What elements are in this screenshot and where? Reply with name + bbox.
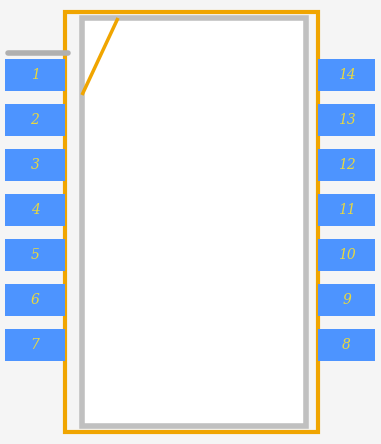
Bar	[318, 59, 375, 91]
Bar	[318, 104, 375, 136]
Bar	[318, 194, 375, 226]
Bar	[318, 284, 375, 316]
Bar	[5, 194, 65, 226]
Bar	[5, 104, 65, 136]
Text: 7: 7	[30, 338, 40, 352]
Bar	[5, 59, 65, 91]
Bar	[5, 239, 65, 271]
Text: 12: 12	[338, 158, 355, 172]
Text: 6: 6	[30, 293, 40, 307]
Text: 10: 10	[338, 248, 355, 262]
Bar	[5, 329, 65, 361]
Text: 9: 9	[342, 293, 351, 307]
Bar	[5, 149, 65, 181]
Text: 14: 14	[338, 68, 355, 82]
Text: 13: 13	[338, 113, 355, 127]
Bar	[5, 284, 65, 316]
Text: 2: 2	[30, 113, 40, 127]
Text: 3: 3	[30, 158, 40, 172]
Text: 8: 8	[342, 338, 351, 352]
Bar	[82, 18, 306, 426]
Text: 1: 1	[30, 68, 40, 82]
Bar	[318, 149, 375, 181]
Bar	[318, 239, 375, 271]
Text: 5: 5	[30, 248, 40, 262]
Text: 11: 11	[338, 203, 355, 217]
Bar	[318, 329, 375, 361]
Text: 4: 4	[30, 203, 40, 217]
Bar	[65, 12, 318, 432]
